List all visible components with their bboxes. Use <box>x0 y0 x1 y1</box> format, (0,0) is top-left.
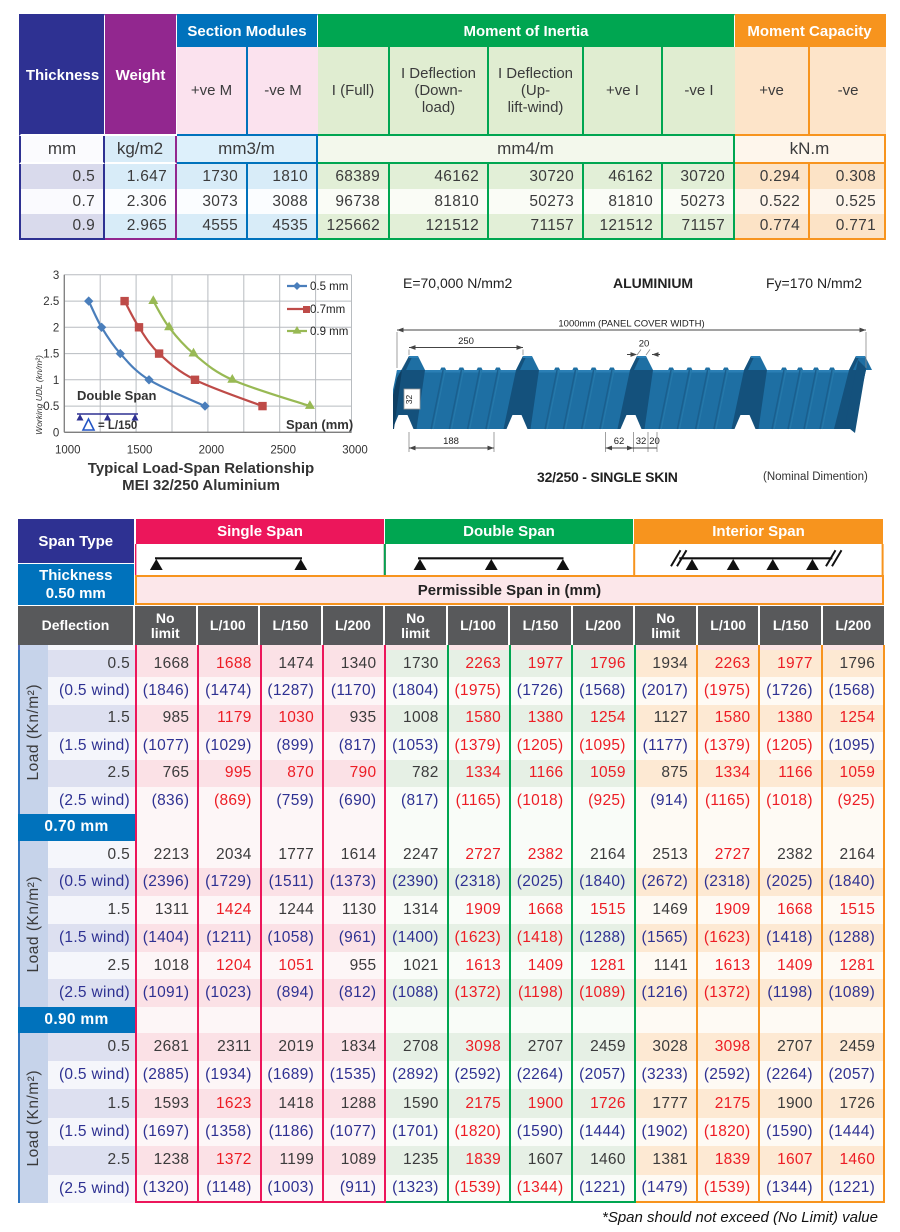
svg-text:0.5 mm: 0.5 mm <box>310 281 348 293</box>
svg-text:2.5: 2.5 <box>43 296 59 308</box>
svg-text:0.5: 0.5 <box>43 401 59 413</box>
svg-text:2000: 2000 <box>199 444 225 456</box>
svg-text:3000: 3000 <box>342 444 368 456</box>
svg-text:3: 3 <box>53 270 59 282</box>
svg-text:2500: 2500 <box>270 444 296 456</box>
svg-text:1.5: 1.5 <box>43 349 59 361</box>
svg-text:1000: 1000 <box>55 444 81 456</box>
svg-text:1: 1 <box>53 375 59 387</box>
svg-text:0.9 mm: 0.9 mm <box>310 326 348 338</box>
svg-text:2: 2 <box>53 322 59 334</box>
svg-text:62: 62 <box>614 436 625 447</box>
svg-text:20: 20 <box>649 436 660 447</box>
svg-text:20: 20 <box>639 339 650 350</box>
svg-text:0: 0 <box>53 427 59 439</box>
svg-text:1000mm (PANEL COVER WIDTH): 1000mm (PANEL COVER WIDTH) <box>558 319 704 330</box>
svg-text:188: 188 <box>443 436 459 447</box>
svg-text:Span (mm): Span (mm) <box>286 417 353 432</box>
svg-text:32: 32 <box>636 436 647 447</box>
svg-text:= L/150: = L/150 <box>98 420 137 432</box>
svg-text:Working UDL (kn/m²): Working UDL (kn/m²) <box>34 355 44 435</box>
svg-text:Double Span: Double Span <box>77 388 157 403</box>
svg-text:1500: 1500 <box>127 444 153 456</box>
svg-text:0.7mm: 0.7mm <box>310 304 345 316</box>
svg-text:250: 250 <box>458 336 474 347</box>
svg-text:32: 32 <box>404 395 414 405</box>
